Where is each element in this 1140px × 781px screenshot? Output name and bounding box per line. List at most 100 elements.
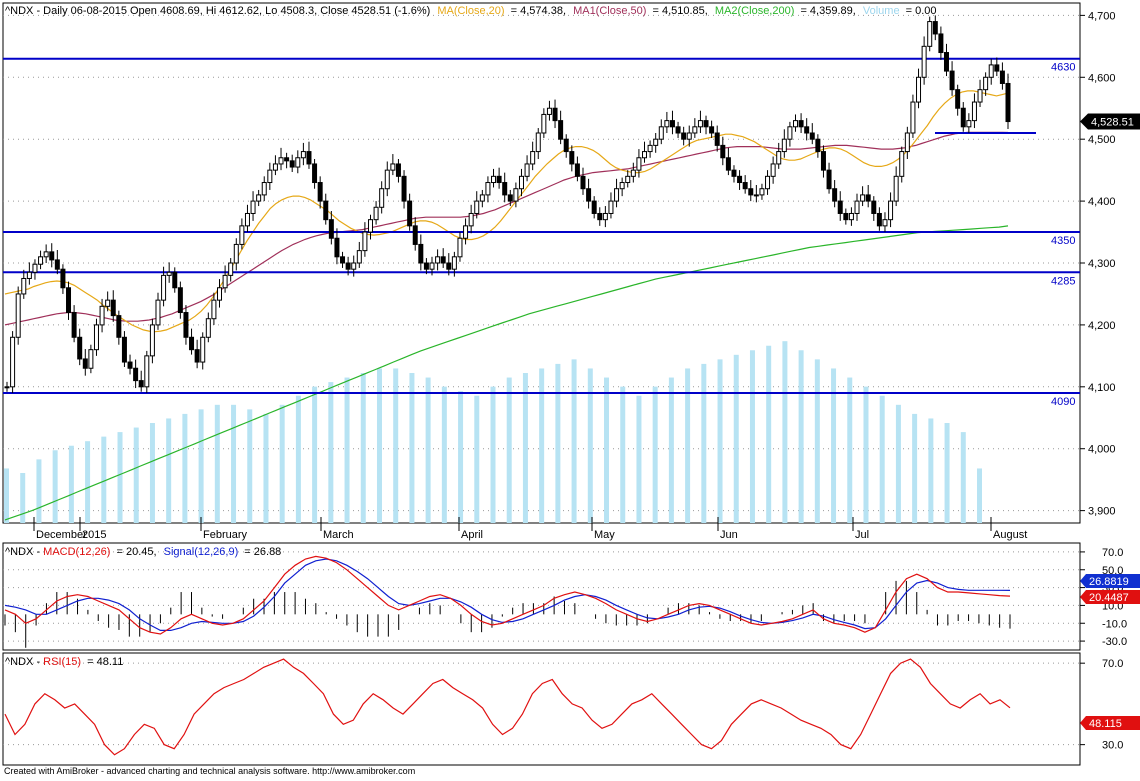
candle-body <box>854 200 860 214</box>
candle-body <box>597 212 603 221</box>
candle-body <box>244 212 250 227</box>
volume-bar <box>490 386 496 523</box>
candle-body <box>261 182 267 196</box>
candle-body <box>144 355 150 388</box>
macd-panel-frame <box>2 542 1081 651</box>
candle-body <box>110 299 116 317</box>
candle-body <box>524 163 530 177</box>
volume-bar <box>863 386 869 523</box>
candle-body <box>692 126 698 134</box>
candle-body <box>899 151 905 177</box>
last-price-flag-label: 4,528.51 <box>1091 117 1134 129</box>
candle-body <box>860 194 866 202</box>
candle-body <box>770 163 776 177</box>
candle-body <box>289 160 295 168</box>
candle-body <box>440 256 446 264</box>
volume-bar <box>312 386 318 523</box>
volume-bar <box>20 473 26 523</box>
candle-body <box>250 200 256 214</box>
candle-body <box>541 113 547 134</box>
date-tick-label: May <box>594 529 615 541</box>
price-tick-label: 4,400 <box>1088 196 1116 208</box>
volume-bar <box>149 423 155 523</box>
rsi-panel: 70.0 30.0 48.115 ^NDX - RSI(15) = 48.11 <box>2 652 1140 766</box>
candle-body <box>312 163 318 184</box>
rsi-flag: 48.115 <box>1080 716 1140 730</box>
candle-body <box>43 251 49 258</box>
candle-body <box>306 151 312 165</box>
candle-body <box>267 169 273 184</box>
candle-body <box>457 237 463 258</box>
candle-body <box>569 151 575 165</box>
candle-body <box>49 251 55 261</box>
candle-body <box>362 231 368 252</box>
volume-bar <box>36 459 42 523</box>
volume-bar <box>555 363 561 523</box>
candle-body <box>446 262 452 270</box>
candle-body <box>217 287 223 301</box>
level-label: 4285 <box>1051 275 1075 287</box>
candle-body <box>759 188 765 196</box>
candle-body <box>580 175 586 190</box>
candle-body <box>832 188 838 202</box>
date-tick-label: 2015 <box>82 529 106 541</box>
candle-body <box>916 76 922 103</box>
last-price-flag-shape <box>1080 113 1140 130</box>
candle-body <box>429 262 435 270</box>
macd-tick-label: -10.0 <box>1102 618 1127 630</box>
candle-body <box>390 163 396 171</box>
candle-body <box>468 212 474 227</box>
candle-body <box>513 188 519 202</box>
candle-body <box>99 305 105 326</box>
volume-bar <box>685 368 691 523</box>
candle-body <box>200 336 206 363</box>
volume-bar <box>166 418 172 523</box>
candle-body <box>960 107 966 128</box>
volume-bar <box>749 350 755 523</box>
price-title: ^NDX - Daily 06-08-2015 Open 4608.69, Hi… <box>5 5 430 17</box>
candle-body <box>725 157 731 171</box>
signal-label: Signal(12,26,9) <box>164 546 239 558</box>
ma200-value: = 4,359.89, <box>800 5 855 17</box>
candle-body <box>418 243 424 264</box>
price-tick-label: 3,900 <box>1088 506 1116 518</box>
rsi-tick-label: 70.0 <box>1102 658 1123 670</box>
candle-body <box>742 182 748 190</box>
volume-bar <box>376 368 382 523</box>
candle-body <box>1005 82 1011 123</box>
candle-body <box>340 256 346 264</box>
candle-body <box>636 157 642 171</box>
candle-body <box>323 200 329 221</box>
volume-bar <box>85 441 91 523</box>
candle-body <box>127 361 133 369</box>
candle-body <box>927 21 933 47</box>
volume-bar <box>474 395 480 523</box>
candle-body <box>278 157 284 165</box>
candle-body <box>54 259 60 270</box>
candle-body <box>474 200 480 214</box>
candle-body <box>608 200 614 214</box>
candle-body <box>205 318 211 338</box>
volume-bar <box>733 354 739 523</box>
candle-body <box>552 107 558 122</box>
candle-body <box>910 101 916 134</box>
volume-bar <box>847 377 853 523</box>
candle-body <box>737 175 743 184</box>
date-tick-label: Jun <box>720 529 738 541</box>
volume-bar <box>571 359 577 523</box>
date-tick-label: Jul <box>855 529 869 541</box>
candle-body <box>15 293 21 338</box>
rsi-axis: 70.0 30.0 <box>1080 658 1123 752</box>
candle-body <box>32 263 38 273</box>
candle-body <box>574 163 580 177</box>
level-label: 4350 <box>1051 235 1075 247</box>
volume-bar <box>360 373 366 523</box>
volume-bar <box>295 395 301 523</box>
price-tick-label: 4,000 <box>1088 444 1116 456</box>
volume-bar <box>198 409 204 523</box>
macd-tick-label: -30.0 <box>1102 636 1127 648</box>
volume-bar <box>344 377 350 523</box>
price-tick-label: 4,100 <box>1088 382 1116 394</box>
volume-bar <box>52 450 58 523</box>
candle-body <box>675 126 681 134</box>
